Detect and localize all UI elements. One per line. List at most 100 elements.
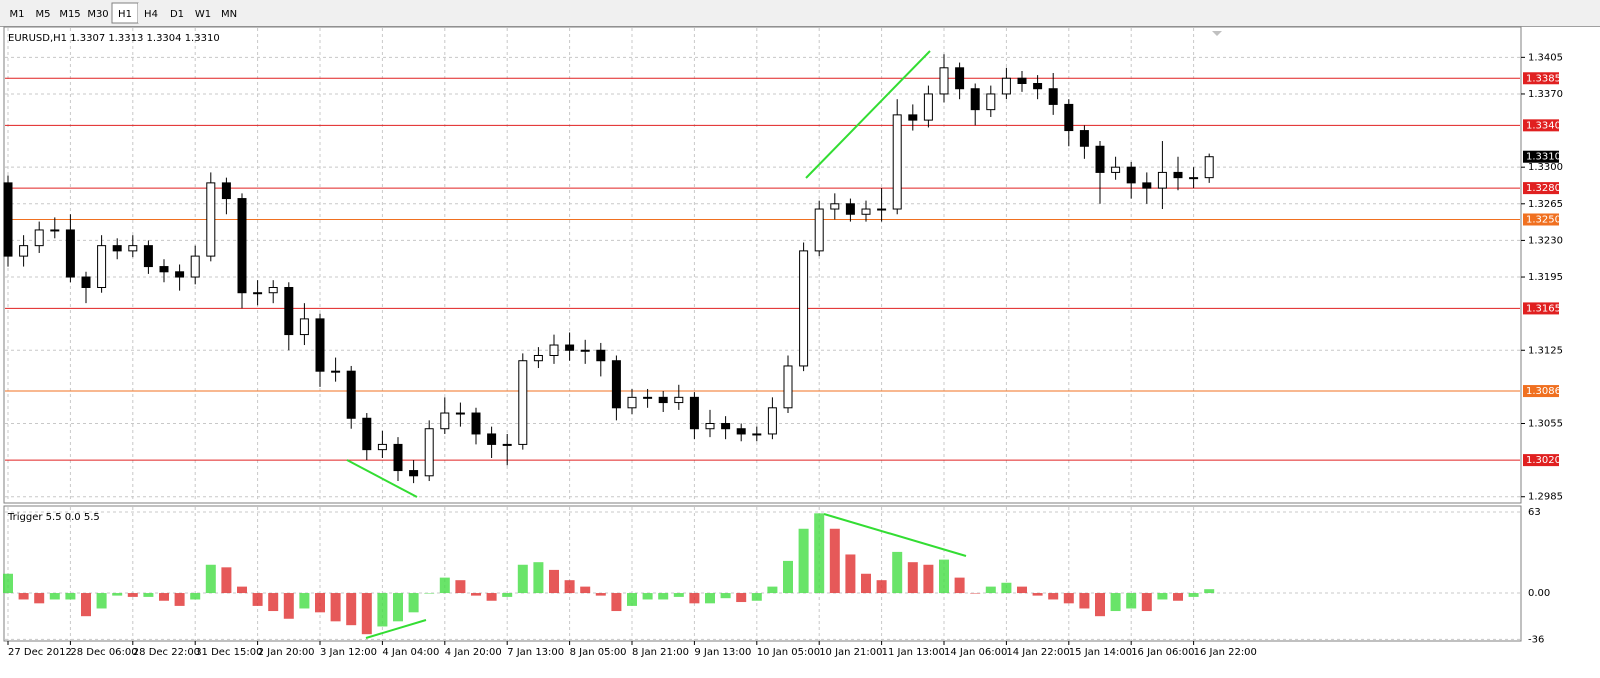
candle-body [1157, 171, 1167, 189]
timeframe-button[interactable] [216, 3, 242, 23]
candle-body [315, 318, 325, 372]
histogram-bar [299, 593, 310, 609]
histogram-bar [1126, 593, 1137, 609]
histogram-bar [845, 554, 856, 594]
histogram-bar [268, 593, 279, 612]
candle-body [81, 276, 91, 288]
trend-line [823, 513, 967, 557]
histogram-bar [393, 593, 403, 622]
timeframe-label[interactable]: M30 [87, 9, 108, 20]
histogram-bar [1095, 593, 1105, 617]
candle-body [221, 182, 231, 200]
candle-body [487, 433, 497, 445]
histogram-bar [736, 593, 747, 603]
histogram-bar [1157, 593, 1168, 600]
x-tick-label: 27 Dec 2012 [8, 647, 72, 658]
timeframe-button[interactable] [4, 3, 30, 23]
x-tick-label: 14 Jan 22:00 [1006, 647, 1069, 658]
histogram-bar [1079, 593, 1090, 609]
current-price-label: 1.3310 [1526, 152, 1561, 163]
histogram-bar [34, 593, 45, 604]
y-tick-label: 1.3300 [1528, 162, 1563, 173]
histogram-bar [112, 593, 123, 596]
candle-body [674, 396, 684, 404]
histogram-bar [377, 593, 388, 627]
candle-body [1189, 177, 1199, 180]
histogram-bar [455, 580, 466, 594]
histogram-bar [829, 528, 840, 594]
histogram-bar [1063, 593, 1074, 604]
histogram-bar [627, 593, 637, 606]
timeframe-button[interactable] [190, 3, 216, 23]
histogram-bar [221, 567, 232, 594]
timeframe-label[interactable]: H1 [118, 9, 132, 20]
histogram-bar [892, 551, 903, 594]
candle-body [1064, 103, 1074, 132]
timeframe-button[interactable] [164, 3, 190, 23]
candle-body [643, 396, 653, 399]
candle-body [128, 245, 138, 252]
histogram-bar [346, 593, 357, 626]
level-label: 1.3250 [1526, 214, 1561, 225]
timeframe-label[interactable]: MN [221, 9, 237, 20]
candle-body [284, 286, 294, 336]
candle-body [861, 208, 871, 215]
level-label-box [1523, 385, 1559, 398]
timeframe-button[interactable] [84, 3, 112, 23]
candle-body [721, 422, 731, 430]
histogram-bar [673, 593, 684, 597]
histogram-bar [1048, 593, 1059, 600]
histogram-bar [861, 573, 871, 594]
timeframe-button[interactable] [138, 3, 164, 23]
level-label-box [1523, 454, 1559, 467]
candle-body [1126, 166, 1136, 184]
candle-body [814, 208, 824, 252]
candle-body [752, 433, 762, 436]
timeframe-label[interactable]: D1 [170, 9, 184, 20]
histogram-bar [767, 586, 778, 594]
timeframe-label[interactable]: M1 [10, 9, 25, 20]
histogram-bar [252, 593, 263, 606]
histogram-bar [689, 593, 700, 604]
y-tick-label: 1.3370 [1528, 89, 1563, 100]
timeframe-label[interactable]: M5 [36, 9, 51, 20]
timeframe-label[interactable]: M15 [59, 9, 80, 20]
histogram-bar [1141, 593, 1152, 612]
candle-body [1111, 166, 1121, 173]
histogram-bar [237, 586, 247, 594]
histogram-bar [1204, 589, 1215, 594]
histogram-bar [564, 580, 575, 594]
level-label-box [1523, 72, 1559, 85]
candle-body [409, 470, 419, 477]
timeframe-button[interactable] [56, 3, 84, 23]
candle-body [34, 229, 44, 247]
y-tick-label: 1.3405 [1528, 52, 1563, 63]
level-label: 1.3385 [1526, 73, 1561, 84]
y-tick-label: 1.3125 [1528, 345, 1563, 356]
candle-body [1204, 156, 1214, 179]
histogram-bar [658, 593, 669, 600]
level-label: 1.3020 [1526, 455, 1561, 466]
candle-body [533, 354, 543, 362]
timeframe-label[interactable]: H4 [144, 9, 158, 20]
candle-body [97, 245, 107, 288]
histogram-bar [970, 593, 981, 594]
level-label: 1.3280 [1526, 183, 1561, 194]
candle-body [658, 396, 668, 404]
candle-body [955, 67, 965, 90]
candle-body [502, 443, 512, 446]
candle-body [1173, 171, 1183, 179]
candle-body [799, 250, 809, 367]
x-tick-label: 8 Jan 05:00 [570, 647, 627, 658]
y-tick-label: 1.2985 [1528, 492, 1563, 503]
histogram-bar [580, 586, 591, 594]
timeframe-button[interactable] [30, 3, 56, 23]
candle-body [767, 407, 777, 435]
timeframe-label[interactable]: W1 [195, 9, 211, 20]
candle-body [596, 349, 606, 362]
level-label: 1.3340 [1526, 120, 1561, 131]
x-tick-label: 2 Jan 20:00 [258, 647, 315, 658]
level-label: 1.3165 [1526, 303, 1561, 314]
